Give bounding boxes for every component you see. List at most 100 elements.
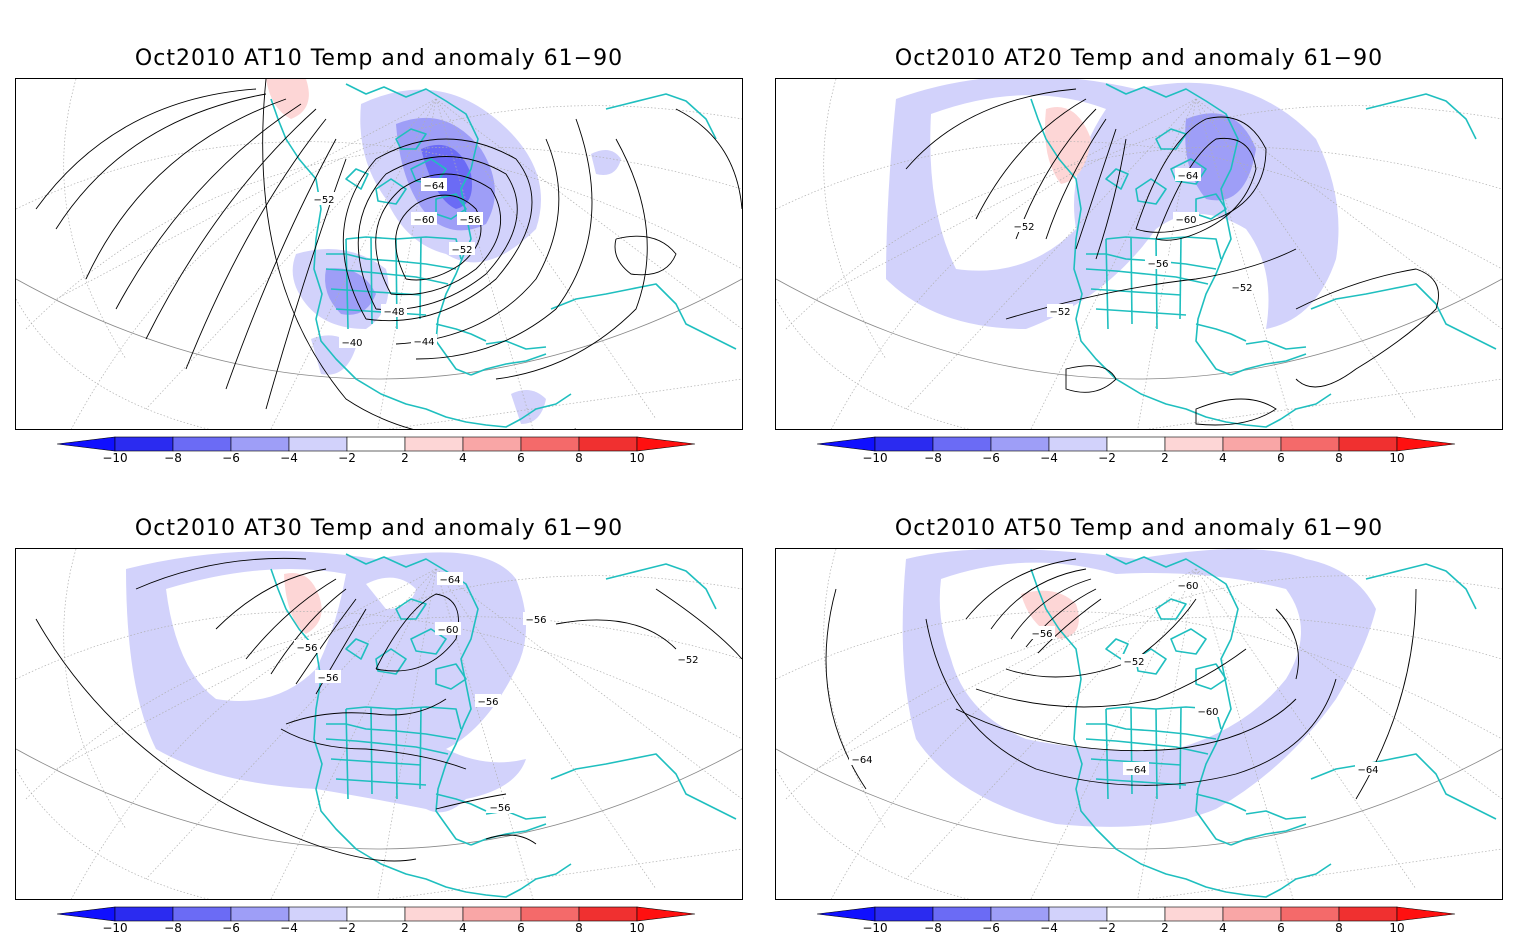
map-frame: −64 −60 −56 −52 −52 −52 [775, 78, 1503, 430]
colorbar-arrow-left [817, 906, 876, 922]
isotherm-contour [35, 88, 257, 210]
coastline [1195, 793, 1247, 812]
isotherm-contour [357, 156, 518, 310]
colorbar-tick-label: 2 [1161, 451, 1169, 465]
graticule-line [905, 568, 1197, 880]
coastline [1030, 568, 1282, 898]
colorbar-tick-label: 8 [575, 451, 583, 465]
coastline [550, 753, 737, 820]
coastline [1086, 253, 1217, 270]
graticule-line [270, 98, 437, 429]
color-legend: −10 −8 −6 −4 −2 2 4 6 8 10 [817, 436, 1463, 468]
graticule-line [831, 575, 1502, 899]
isotherm-contour [614, 235, 677, 276]
colorbar-segment [932, 436, 992, 452]
coastline [410, 628, 447, 655]
coastline [435, 663, 467, 690]
colorbar-arrow-left [817, 436, 876, 452]
isotherm-contour [1065, 365, 1117, 393]
coastline [345, 168, 369, 190]
contour-label-bg [1175, 168, 1201, 181]
isotherm-contour [415, 118, 593, 360]
contour-label-bg [675, 652, 701, 665]
coastline [375, 178, 407, 205]
contour-label-bg [1175, 578, 1201, 591]
colorbar-tick-label: −10 [102, 451, 128, 465]
colorbar-segment [990, 906, 1050, 922]
colorbar-tick-label: −6 [222, 451, 240, 465]
contour-label: −64 [1357, 765, 1378, 776]
graticule-line [1030, 568, 1197, 899]
map-frame: −64 −60 −56 −52 −52 −48 −44 −40 [15, 78, 743, 430]
isotherm-contour [1135, 116, 1267, 233]
colorbar-tick-label: −6 [982, 921, 1000, 935]
coastline [1365, 563, 1477, 610]
isotherm-contour [485, 834, 537, 845]
isotherm-contour [215, 568, 327, 630]
coastline [470, 353, 547, 376]
colorbar-segment [578, 436, 638, 452]
coastline [1105, 638, 1129, 660]
colorbar-tick-label: 8 [575, 921, 583, 935]
graticule-line [435, 568, 534, 899]
colorbar-segment [462, 906, 522, 922]
contour-label-bg [475, 694, 501, 707]
graticule-line [1137, 568, 1197, 899]
colorbar-tick-label: −10 [862, 451, 888, 465]
isotherm-contour [1037, 598, 1102, 654]
graticule-line [63, 79, 127, 360]
coastline [345, 708, 349, 800]
isotherm-contour [375, 593, 459, 672]
contour-label-bg [487, 800, 513, 813]
isotherm-contour [1155, 137, 1257, 241]
graticule-line [831, 105, 1502, 429]
colorbar-segment [230, 436, 290, 452]
contour-label: −52 [1123, 657, 1144, 668]
colorbar-svg [817, 906, 1456, 922]
coastline [335, 778, 427, 786]
contour-label-bg [1121, 654, 1147, 667]
colorbar-segment [1048, 906, 1108, 922]
coastline [470, 823, 547, 846]
graticule-line [145, 568, 437, 880]
coastline [270, 568, 522, 898]
colorbar-segment [1164, 906, 1224, 922]
coastline [419, 236, 422, 320]
isotherm-contour [395, 194, 482, 281]
colorbar-segment [1280, 436, 1340, 452]
contour-label-bg [294, 640, 320, 653]
map-boundary-arc [776, 748, 1502, 850]
isotherm-contour [1275, 608, 1299, 680]
coastline [1030, 98, 1282, 428]
isotherm-contour [1195, 398, 1277, 426]
colorbar-tick-label: −2 [338, 921, 356, 935]
isotherm-contour [955, 698, 1297, 752]
colorbar-segment [1280, 906, 1340, 922]
isotherm-contour [270, 588, 347, 675]
colorbar-segment [404, 906, 464, 922]
colorbar-tick-label: −8 [164, 921, 182, 935]
map-boundary-arc [16, 748, 742, 850]
isotherm-contour [135, 557, 307, 590]
coastline [410, 158, 447, 185]
contour-label-bg [449, 242, 475, 255]
map-boundary-arc [16, 278, 742, 380]
colorbar-tick-label: 8 [1335, 921, 1343, 935]
colorbar-tick-label: 10 [629, 921, 645, 935]
coastline [1280, 393, 1332, 420]
colorbar-segment [1338, 906, 1398, 922]
coastline [1105, 168, 1129, 190]
contour-label-bg [435, 622, 461, 635]
colorbar-arrow-left [57, 906, 116, 922]
graticule-line [823, 549, 887, 830]
colorbar-segment [1222, 436, 1282, 452]
coastline [1105, 238, 1109, 330]
map-canvas: −60 −56 −52 −60 −64 −64 −64 [776, 549, 1502, 899]
coastline [1170, 628, 1207, 655]
colorbar-segment [1106, 906, 1166, 922]
colorbar-segment [346, 436, 406, 452]
isotherm-contour [55, 93, 267, 230]
coastline [1130, 236, 1133, 325]
contour-label: −56 [296, 643, 317, 654]
colorbar-tick-label: −4 [280, 921, 298, 935]
